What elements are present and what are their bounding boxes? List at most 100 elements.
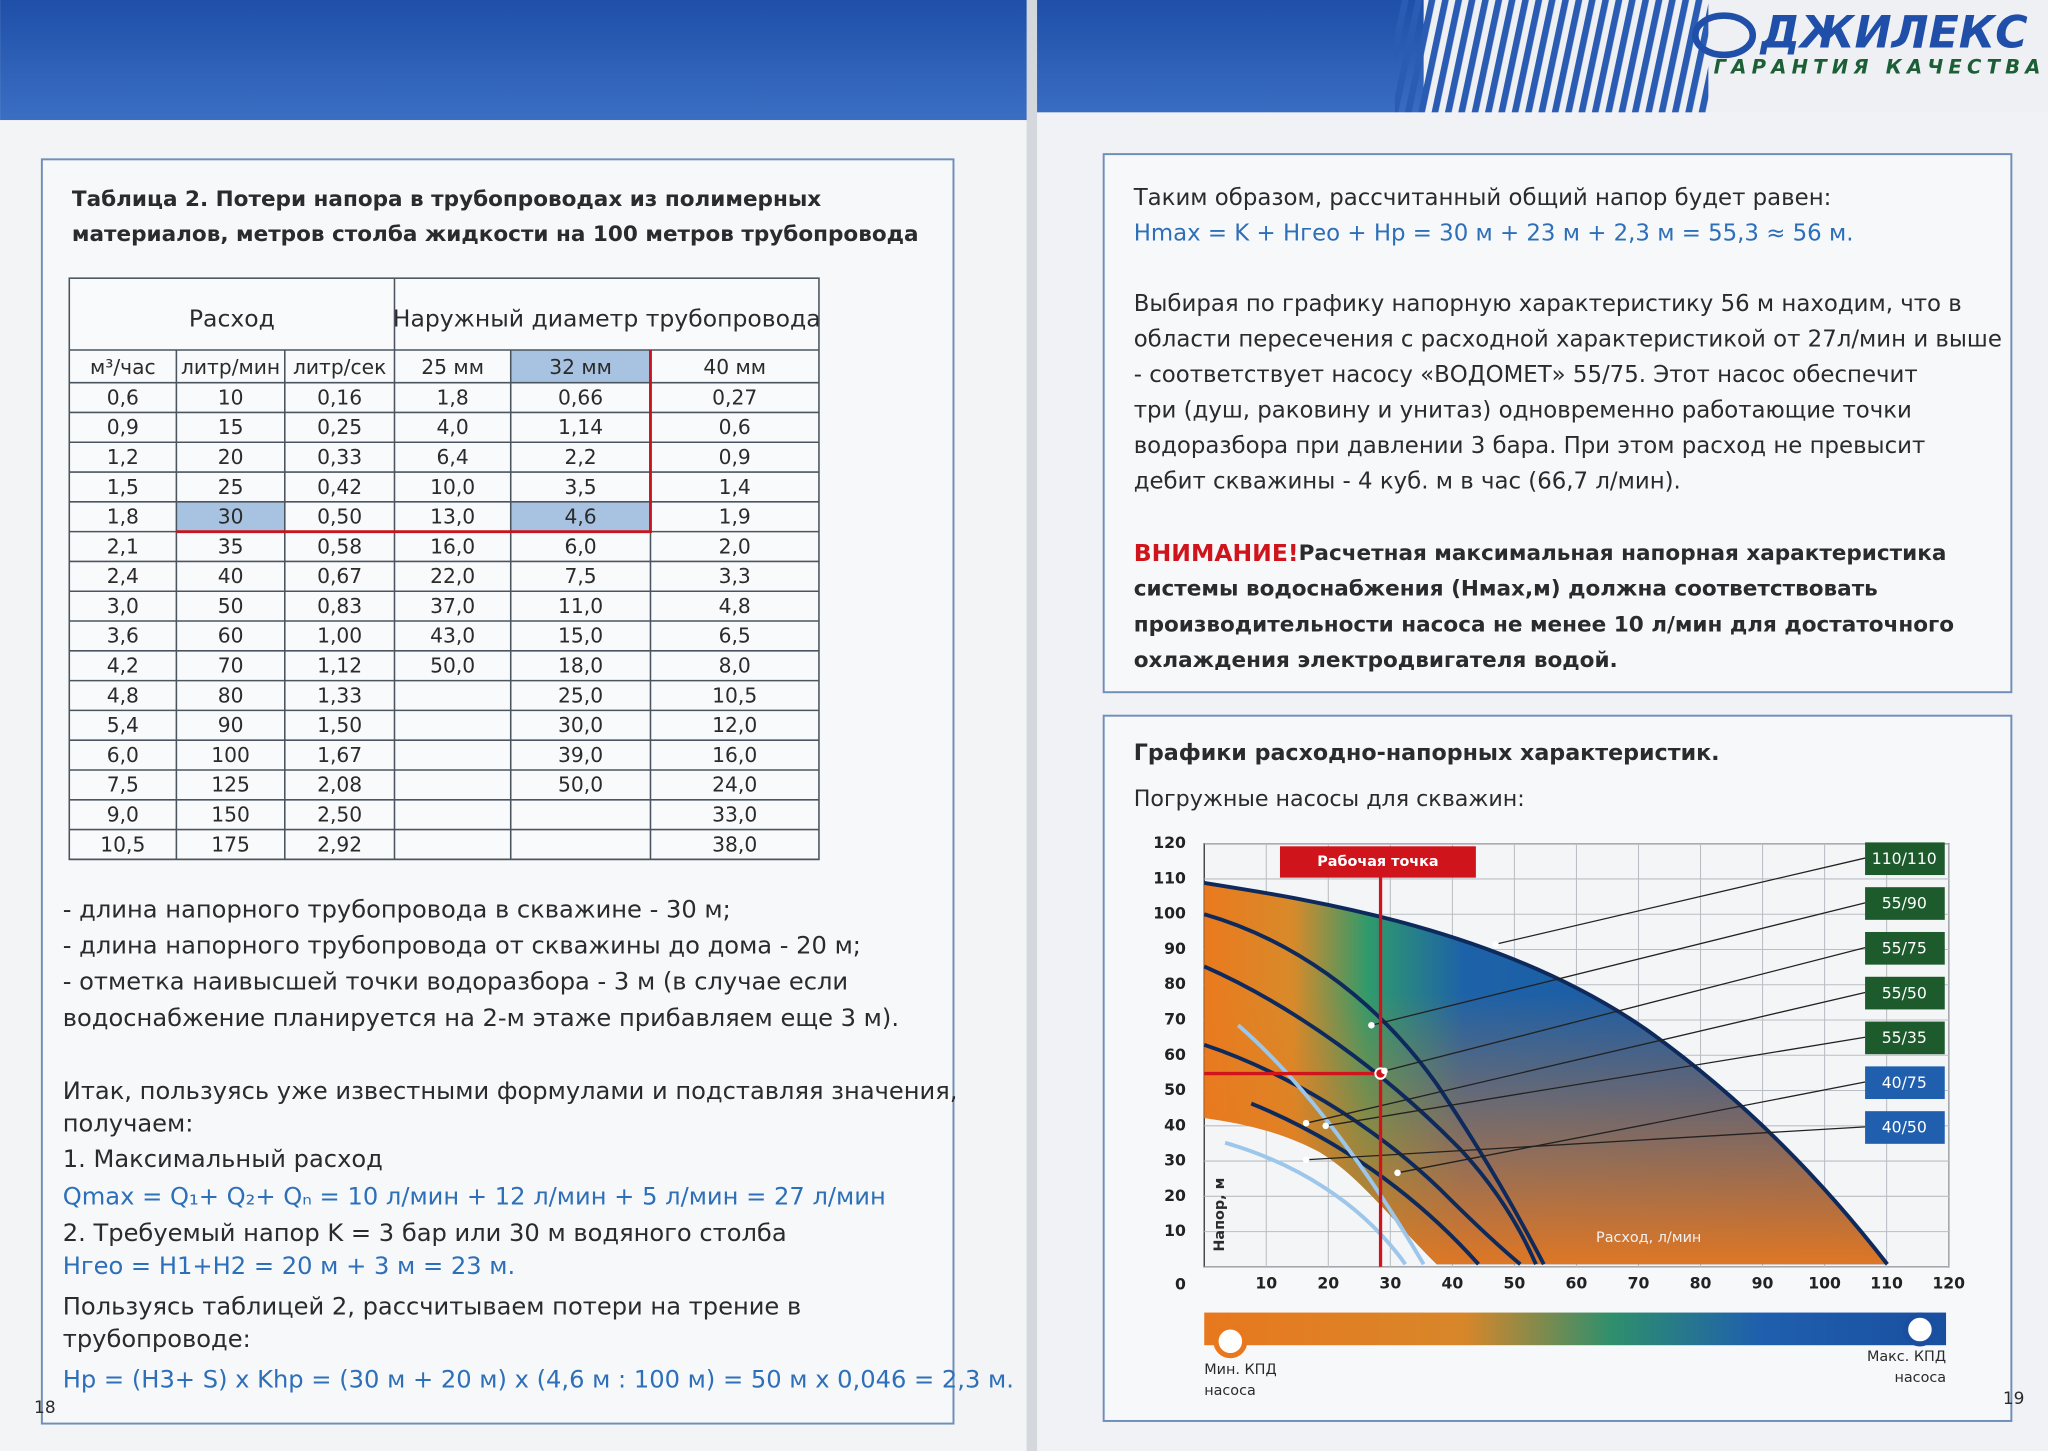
table-cell: 1,4 xyxy=(719,475,751,499)
table-cell: 0,42 xyxy=(317,475,362,499)
pump-point xyxy=(1381,1067,1388,1075)
pump-label-box xyxy=(1865,976,1945,1010)
max-efficiency-label: насоса xyxy=(1894,1370,1946,1386)
calc-line: Итак, пользуясь уже известными формулами… xyxy=(63,1077,958,1105)
logo-tagline: ГАРАНТИЯ КАЧЕСТВА xyxy=(1714,55,2046,78)
table-cell: 1,33 xyxy=(317,683,362,707)
table-cell: 30 xyxy=(218,505,244,529)
table-cell: 35 xyxy=(218,534,244,558)
pump-chart: Графики расходно-напорных характеристик.… xyxy=(1134,740,1965,1399)
calc-line: Hр = (H3+ S) x Khp = (30 м + 20 м) x (4,… xyxy=(63,1365,1014,1393)
logo-text: ДЖИЛЕКС xyxy=(1759,7,2029,58)
table-cell: 90 xyxy=(218,713,244,737)
table-cell: 4,0 xyxy=(437,415,469,439)
table-cell: 10,0 xyxy=(430,475,475,499)
table-cell: 10 xyxy=(218,385,244,409)
table-cell: 50 xyxy=(218,594,244,618)
pump-curve xyxy=(1203,912,1546,1266)
table-cell: 13,0 xyxy=(430,505,475,529)
table-cell: 15,0 xyxy=(558,624,603,648)
max-efficiency-marker xyxy=(1902,1312,1937,1347)
table-cell: 4,2 xyxy=(107,654,139,678)
table-cell: 0,6 xyxy=(719,415,751,439)
header-stripes xyxy=(1394,0,1709,115)
list-item: - отметка наивысшей точки водоразбора - … xyxy=(63,968,848,996)
highlight xyxy=(510,350,651,383)
table-cell: 8,0 xyxy=(719,654,751,678)
table-cell: 2,2 xyxy=(565,445,597,469)
summary-line: Таким образом, рассчитанный общий напор … xyxy=(1133,185,1832,211)
warning-label: ВНИМАНИЕ! xyxy=(1134,538,1299,566)
min-efficiency-label: насоса xyxy=(1204,1383,1256,1399)
table-cell: 2,08 xyxy=(317,773,362,797)
table-cell: 10,5 xyxy=(100,832,145,856)
pump-label: 40/75 xyxy=(1882,1073,1927,1092)
y-tick-label: 120 xyxy=(1153,833,1186,852)
pump-leader xyxy=(1306,1126,1866,1161)
table-cell: 0,16 xyxy=(317,385,362,409)
table-cell: 25 xyxy=(218,475,244,499)
table-cell: 70 xyxy=(218,654,244,678)
x-tick-label: 40 xyxy=(1441,1273,1463,1292)
min-efficiency-label: Мин. КПД xyxy=(1204,1362,1276,1378)
highlight xyxy=(176,501,285,532)
pump-curve xyxy=(1203,880,1889,1266)
table-cell: 1,12 xyxy=(317,654,362,678)
table-cell: 4,6 xyxy=(565,505,597,529)
table-cell: 1,8 xyxy=(437,385,469,409)
y-tick-label: 100 xyxy=(1153,904,1186,923)
pump-leader xyxy=(1371,902,1866,1026)
table-cell: 3,0 xyxy=(107,594,139,618)
x-tick-label: 80 xyxy=(1690,1273,1712,1292)
list-item: водоснабжение планируется на 2-м этаже п… xyxy=(63,1004,899,1032)
x-tick-label: 60 xyxy=(1566,1273,1588,1292)
pump-leader xyxy=(1397,1081,1866,1174)
table-cell: 60 xyxy=(218,624,244,648)
table-cell: 11,0 xyxy=(558,594,603,618)
warning-text: охлаждения электродвигателя водой. xyxy=(1134,648,1618,673)
table-cell: 6,5 xyxy=(719,624,751,648)
table-cell: 4,8 xyxy=(107,683,139,707)
table-cell: 1,8 xyxy=(107,505,139,529)
warning-line: производительности насоса не менее 10 л/… xyxy=(1134,612,1954,637)
column-header: литр/сек xyxy=(293,355,386,379)
table-cell: 0,25 xyxy=(317,415,362,439)
table-cell: 33,0 xyxy=(712,802,757,826)
warning-line: ВНИМАНИЕ!Расчетная максимальная напорная… xyxy=(1134,538,1947,566)
pump-curve xyxy=(1236,1023,1426,1266)
table-cell: 80 xyxy=(218,683,244,707)
envelope-shade xyxy=(1204,882,1888,1265)
table-cell: 0,33 xyxy=(317,445,362,469)
table-cell: 3,6 xyxy=(107,624,139,648)
pump-label-box xyxy=(1865,842,1945,876)
group-header: Наружный диаметр трубопровода xyxy=(393,304,821,332)
pump-leader xyxy=(1384,947,1866,1072)
column-header: 32 мм xyxy=(549,355,612,379)
table-cell: 6,0 xyxy=(565,534,597,558)
warning-text: производительности насоса не менее 10 л/… xyxy=(1134,612,1954,637)
pump-leaders xyxy=(1305,857,1866,1174)
pump-label-box xyxy=(1865,1111,1945,1144)
y-tick-label: 50 xyxy=(1164,1080,1186,1099)
calc-line: Hгео = H1+H2 = 20 м + 3 м = 23 м. xyxy=(63,1252,515,1280)
paragraph-line: области пересечения с расходной характер… xyxy=(1134,326,2002,352)
pump-label: 55/75 xyxy=(1882,938,1927,957)
table-cell: 4,8 xyxy=(719,594,751,618)
summary-line: Hmax = K + Hгео + Hр = 30 м + 23 м + 2,3… xyxy=(1134,220,1854,246)
table-cell: 1,2 xyxy=(107,445,139,469)
table-cell: 20 xyxy=(218,445,244,469)
table-cell: 10,5 xyxy=(712,683,757,707)
y-tick-label: 70 xyxy=(1164,1010,1186,1029)
table-cell: 150 xyxy=(211,802,250,826)
pump-curve xyxy=(1250,1101,1480,1266)
table-cell: 0,6 xyxy=(107,385,139,409)
column-header: литр/мин xyxy=(181,355,280,379)
warning-line: системы водоснабжения (Hмах,м) должна со… xyxy=(1134,577,1878,602)
pump-label: 40/50 xyxy=(1882,1118,1927,1137)
table-cell: 37,0 xyxy=(430,594,475,618)
table-cell: 22,0 xyxy=(430,564,475,588)
pump-leader xyxy=(1495,857,1866,945)
calc-line: Пользуясь таблицей 2, рассчитываем потер… xyxy=(63,1292,801,1320)
working-point-label-box xyxy=(1279,846,1476,878)
table-title: Таблица 2. Потери напора в трубопроводах… xyxy=(72,187,821,212)
